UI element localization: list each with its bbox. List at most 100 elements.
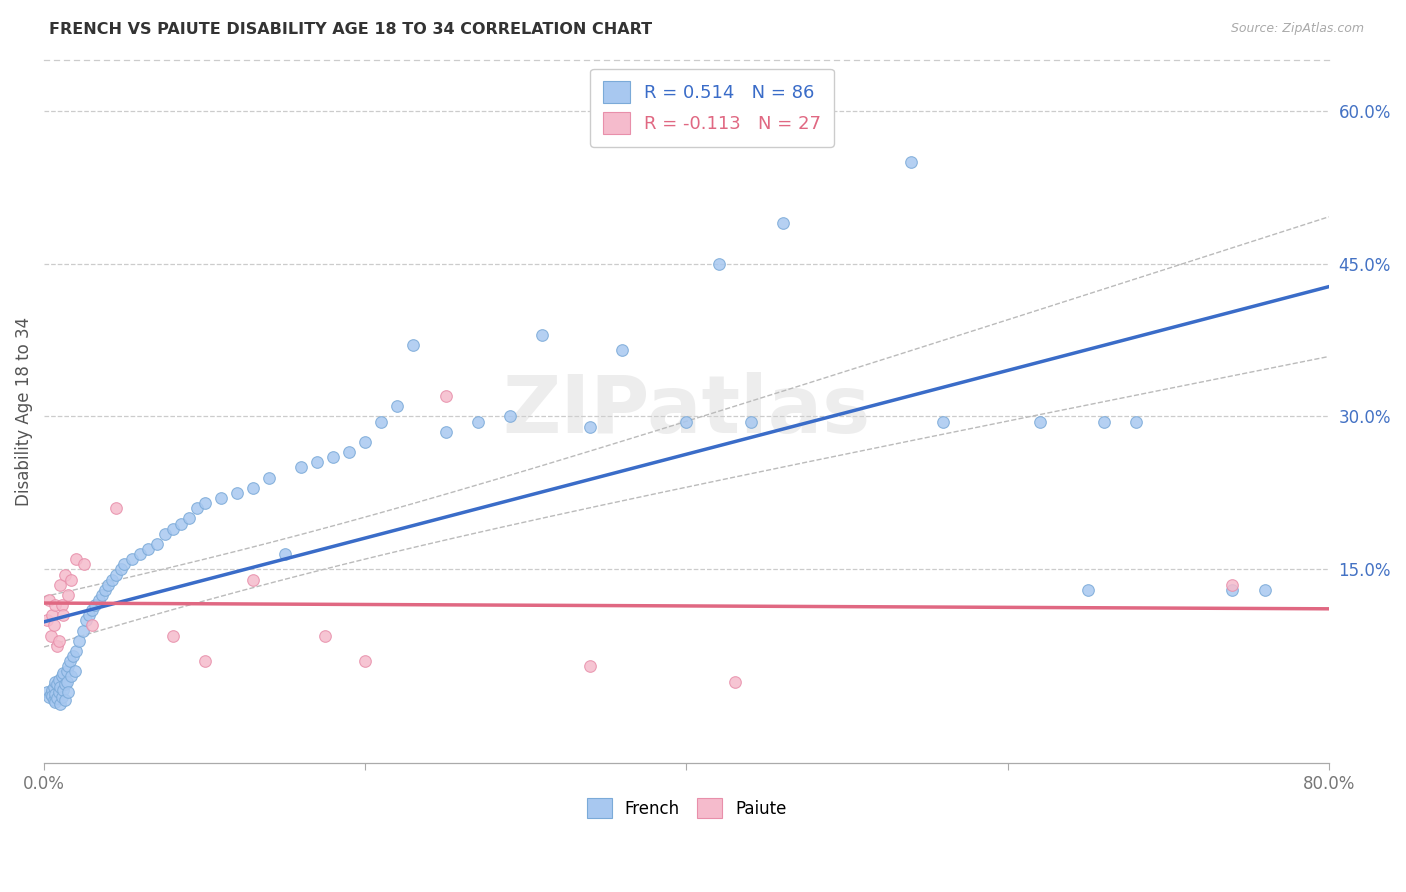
- Point: [153, 526, 176, 541]
- Point: [49, 577, 72, 591]
- Text: FRENCH VS PAIUTE DISABILITY AGE 18 TO 34 CORRELATION CHART: FRENCH VS PAIUTE DISABILITY AGE 18 TO 34…: [49, 22, 652, 37]
- Point: [53, 567, 76, 582]
- Point: [38, 690, 60, 704]
- Point: [354, 654, 377, 668]
- Point: [53, 693, 76, 707]
- Point: [162, 522, 184, 536]
- Point: [60, 573, 83, 587]
- Point: [290, 460, 312, 475]
- Point: [1028, 415, 1050, 429]
- Point: [63, 665, 86, 679]
- Point: [242, 481, 264, 495]
- Point: [186, 501, 208, 516]
- Point: [41, 689, 63, 703]
- Point: [52, 666, 75, 681]
- Point: [87, 593, 110, 607]
- Point: [110, 562, 132, 576]
- Point: [65, 644, 87, 658]
- Point: [579, 419, 602, 434]
- Point: [38, 593, 60, 607]
- Point: [675, 415, 697, 429]
- Point: [58, 588, 80, 602]
- Point: [52, 608, 75, 623]
- Point: [1222, 582, 1244, 597]
- Point: [51, 598, 73, 612]
- Point: [1222, 577, 1244, 591]
- Point: [100, 573, 122, 587]
- Point: [387, 399, 409, 413]
- Point: [49, 697, 72, 711]
- Point: [900, 154, 922, 169]
- Point: [48, 633, 70, 648]
- Point: [48, 673, 70, 687]
- Point: [242, 573, 264, 587]
- Point: [48, 685, 70, 699]
- Point: [707, 256, 730, 270]
- Point: [1077, 582, 1099, 597]
- Point: [72, 624, 94, 638]
- Point: [740, 415, 762, 429]
- Point: [1125, 415, 1147, 429]
- Point: [69, 633, 91, 648]
- Point: [44, 674, 66, 689]
- Point: [723, 674, 745, 689]
- Point: [177, 511, 200, 525]
- Point: [499, 409, 522, 424]
- Point: [1253, 582, 1275, 597]
- Point: [42, 680, 65, 694]
- Point: [53, 676, 76, 690]
- Point: [59, 654, 82, 668]
- Point: [55, 674, 77, 689]
- Point: [51, 669, 73, 683]
- Point: [579, 659, 602, 673]
- Point: [138, 541, 160, 556]
- Point: [162, 629, 184, 643]
- Point: [37, 685, 59, 699]
- Point: [77, 608, 100, 623]
- Point: [257, 470, 280, 484]
- Point: [121, 552, 143, 566]
- Point: [41, 682, 63, 697]
- Point: [145, 537, 167, 551]
- Point: [337, 445, 360, 459]
- Point: [314, 629, 336, 643]
- Point: [42, 618, 65, 632]
- Point: [90, 588, 112, 602]
- Point: [370, 415, 392, 429]
- Point: [169, 516, 191, 531]
- Point: [194, 496, 217, 510]
- Point: [194, 654, 217, 668]
- Text: ZIPatlas: ZIPatlas: [502, 372, 870, 450]
- Point: [402, 338, 425, 352]
- Point: [209, 491, 232, 505]
- Point: [52, 682, 75, 697]
- Point: [274, 547, 297, 561]
- Point: [58, 659, 80, 673]
- Point: [932, 415, 955, 429]
- Point: [322, 450, 344, 465]
- Point: [82, 603, 104, 617]
- Point: [42, 693, 65, 707]
- Point: [530, 327, 553, 342]
- Point: [434, 389, 457, 403]
- Point: [434, 425, 457, 439]
- Point: [105, 501, 128, 516]
- Point: [58, 685, 80, 699]
- Point: [112, 558, 135, 572]
- Point: [39, 687, 62, 701]
- Point: [772, 216, 794, 230]
- Point: [60, 669, 83, 683]
- Point: [84, 598, 107, 612]
- Point: [225, 486, 247, 500]
- Point: [129, 547, 152, 561]
- Point: [46, 676, 69, 690]
- Point: [65, 552, 87, 566]
- Point: [46, 639, 69, 653]
- Point: [75, 613, 97, 627]
- Y-axis label: Disability Age 18 to 34: Disability Age 18 to 34: [15, 317, 32, 506]
- Point: [39, 629, 62, 643]
- Point: [46, 690, 69, 705]
- Point: [62, 649, 84, 664]
- Point: [354, 434, 377, 449]
- Point: [44, 598, 66, 612]
